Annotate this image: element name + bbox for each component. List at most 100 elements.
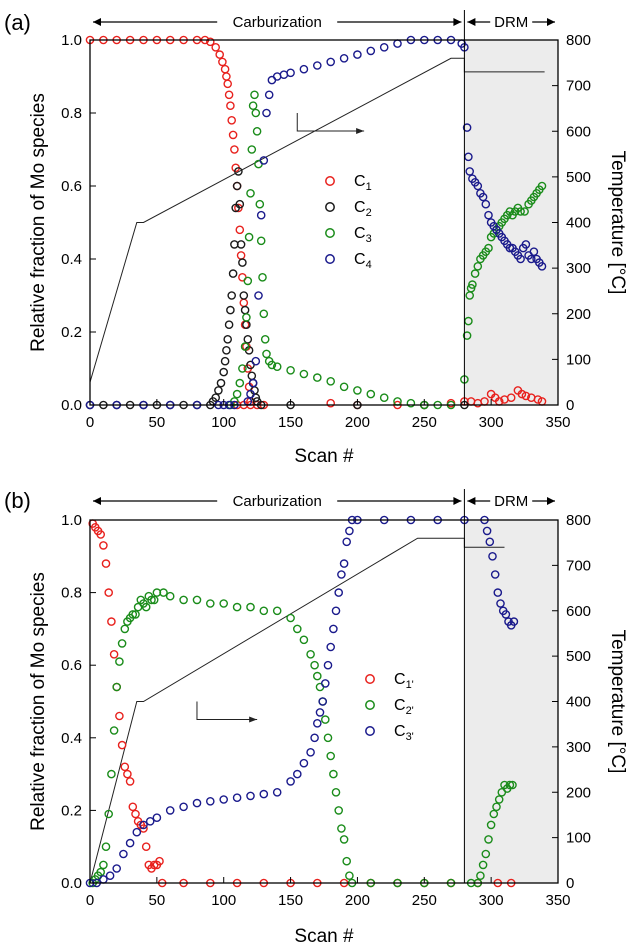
data-point — [99, 860, 108, 870]
data-point — [326, 642, 336, 652]
y-tick-label: 0.2 — [61, 802, 82, 819]
data-point — [125, 838, 135, 848]
data-point — [240, 342, 250, 351]
data-point — [292, 624, 302, 634]
data-point — [329, 769, 338, 779]
data-point — [234, 203, 243, 213]
data-point — [120, 762, 130, 772]
data-point — [107, 769, 116, 779]
data-point — [533, 395, 543, 404]
y-tick-label: 0.4 — [61, 251, 82, 268]
y-axis-title: Relative fraction of Mo species — [28, 572, 49, 831]
data-point — [192, 595, 202, 605]
legend-subscript: 1 — [366, 181, 372, 193]
data-point — [232, 181, 242, 191]
y2-tick-label: 100 — [566, 351, 591, 368]
data-point — [247, 371, 257, 381]
legend-marker — [365, 674, 375, 684]
data-point — [251, 356, 261, 366]
data-point — [256, 210, 266, 220]
data-point — [155, 856, 164, 866]
data-point — [312, 719, 322, 728]
data-point — [222, 345, 231, 355]
data-point — [481, 849, 491, 859]
data-point — [254, 291, 263, 300]
data-point — [96, 867, 105, 877]
data-point — [272, 788, 282, 797]
x-tick-label: 200 — [345, 414, 370, 431]
data-point — [165, 806, 175, 815]
legend-label: C1 — [354, 173, 372, 193]
y2-axis-title: Temperature [°C] — [607, 630, 626, 774]
data-point — [232, 602, 242, 612]
data-point — [470, 269, 480, 278]
data-point — [353, 50, 362, 59]
data-point — [299, 635, 309, 645]
data-point — [462, 123, 472, 132]
data-point — [339, 835, 349, 844]
phase-label: Carburization — [233, 14, 322, 31]
data-point — [318, 697, 328, 706]
data-point — [230, 145, 239, 154]
data-point — [509, 617, 519, 626]
data-point — [226, 101, 235, 110]
data-point — [310, 660, 319, 670]
data-point — [267, 360, 277, 370]
data-point — [256, 236, 266, 246]
data-point — [211, 43, 220, 52]
data-point — [501, 610, 511, 619]
data-point — [192, 798, 202, 808]
data-point — [342, 856, 352, 866]
data-point — [246, 791, 255, 801]
data-point — [149, 595, 159, 605]
data-point — [264, 90, 274, 100]
data-point — [128, 610, 138, 619]
data-point — [232, 793, 242, 803]
data-point — [218, 57, 227, 67]
legend-label: C3' — [394, 723, 414, 743]
data-point — [366, 46, 376, 56]
data-point — [99, 875, 108, 884]
data-point — [251, 108, 261, 118]
data-point — [516, 254, 525, 264]
data-point — [306, 650, 315, 659]
data-point — [141, 842, 151, 852]
data-point — [286, 365, 295, 375]
data-point — [323, 733, 333, 743]
x-axis-title: Scan # — [294, 926, 354, 947]
y2-tick-label: 600 — [566, 603, 591, 620]
data-point — [112, 682, 121, 692]
data-point — [406, 398, 416, 408]
data-point — [246, 389, 255, 399]
data-point — [224, 90, 234, 100]
data-point — [334, 806, 344, 815]
data-point — [214, 386, 223, 395]
y2-tick-label: 200 — [566, 306, 591, 323]
data-point — [159, 588, 168, 597]
legend-label: C3 — [354, 225, 372, 245]
data-point — [220, 64, 230, 74]
data-point — [224, 320, 234, 330]
drm-shade — [464, 40, 558, 405]
data-point — [484, 243, 493, 253]
y2-tick-label: 100 — [566, 830, 591, 847]
data-point — [262, 108, 271, 118]
data-point — [481, 199, 491, 209]
data-point — [326, 398, 336, 408]
data-point — [223, 334, 232, 344]
data-point — [516, 207, 525, 216]
data-point — [248, 378, 258, 388]
data-point — [366, 389, 376, 399]
phase-arrowhead — [547, 497, 555, 505]
data-point — [236, 251, 246, 260]
x-tick-label: 300 — [479, 414, 504, 431]
data-point — [226, 305, 235, 315]
x-tick-label: 250 — [412, 892, 437, 909]
data-point — [262, 349, 271, 359]
data-point — [115, 711, 124, 721]
data-point — [101, 842, 111, 852]
data-point — [520, 207, 529, 216]
data-point — [243, 334, 253, 344]
data-point — [345, 871, 354, 881]
data-point — [99, 541, 108, 550]
